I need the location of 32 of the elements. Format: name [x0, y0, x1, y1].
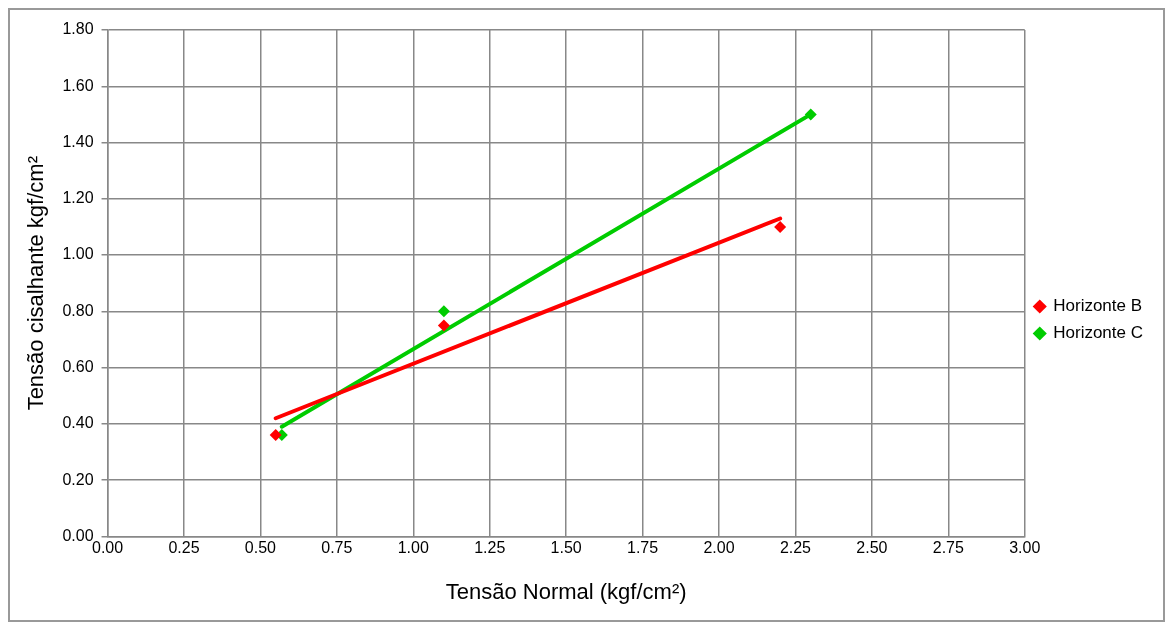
x-tick-label: 2.75	[932, 539, 964, 557]
point	[437, 319, 450, 332]
point	[774, 220, 787, 233]
y-tick-label: 0.20	[62, 470, 94, 488]
y-tick-label: 0.80	[62, 301, 94, 319]
x-tick-label: 2.25	[779, 539, 812, 557]
point	[804, 108, 817, 121]
y-tick-label: 1.80	[62, 20, 94, 38]
x-tick-label: 0.75	[321, 539, 353, 557]
y-tick-label: 0.40	[62, 414, 94, 432]
y-tick-label: 1.60	[62, 76, 94, 94]
y-tick-label: 1.40	[62, 132, 94, 150]
x-tick-label: 1.00	[397, 539, 429, 557]
x-tick-label: 3.00	[1009, 539, 1041, 557]
y-tick-label: 0.00	[62, 526, 94, 544]
legend-label: Horizonte B	[1053, 296, 1143, 316]
x-tick-label: 1.25	[474, 539, 506, 557]
point	[437, 305, 450, 318]
x-tick-label: 1.75	[627, 539, 659, 557]
x-tick-label: 0.25	[168, 539, 200, 557]
y-tick-label: 1.20	[62, 189, 94, 207]
x-tick-label: 0.00	[91, 539, 124, 557]
x-axis-title: Tensão Normal (kgf/cm²)	[445, 578, 687, 604]
point	[269, 429, 282, 442]
x-tick-label: 2.50	[856, 539, 888, 557]
legend-label: Horizonte C	[1053, 323, 1144, 343]
x-tick-label: 1.50	[550, 539, 582, 557]
x-tick-label: 2.00	[703, 539, 735, 557]
y-tick-label: 1.00	[62, 245, 94, 263]
x-tick-label: 0.50	[244, 539, 277, 557]
y-tick-label: 0.60	[62, 358, 94, 376]
y-axis-title: Tensão cisalhante kgf/cm²	[23, 156, 49, 411]
